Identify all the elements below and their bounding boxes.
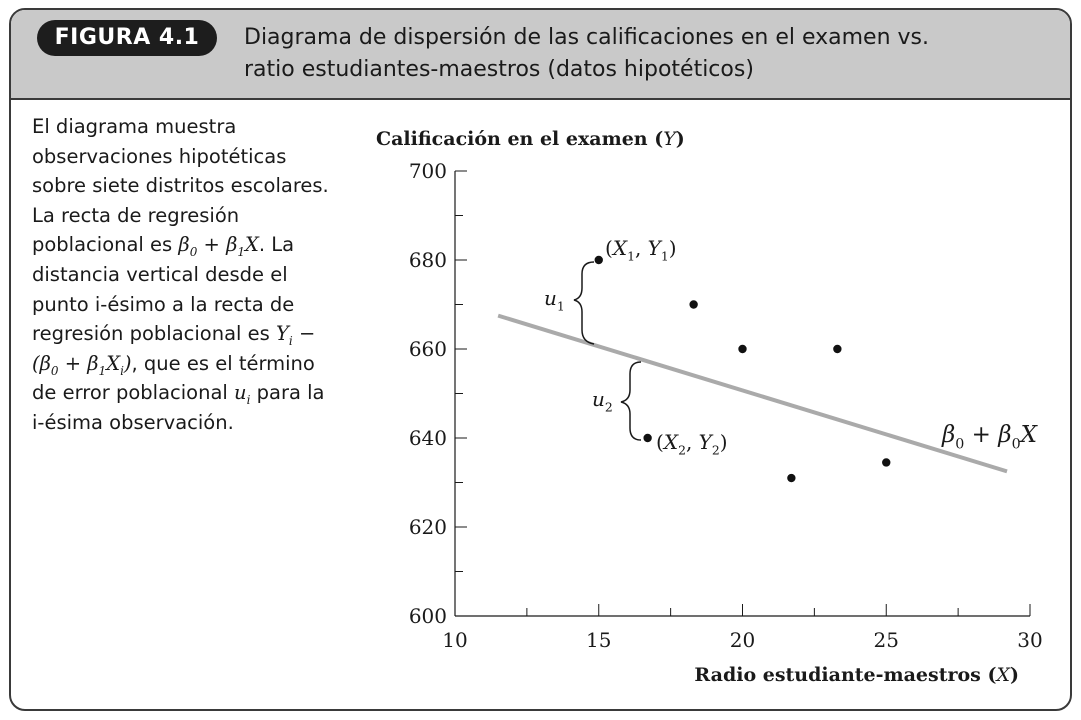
x-tick-label: 30 [1017, 628, 1042, 652]
y-tick-label: 660 [409, 337, 447, 361]
point1-label: (X1​, Y1​) [605, 236, 677, 264]
desc-math-line: β0 + β1X [178, 233, 259, 260]
y-tick-label: 600 [409, 604, 447, 628]
x-tick-label: 10 [442, 628, 467, 652]
data-point [833, 344, 842, 354]
regression-line [497, 313, 1008, 474]
desc-math-error: Yi − (β0 + β1Xi) [32, 322, 316, 378]
data-point [643, 433, 652, 443]
y-tick-label: 640 [409, 426, 447, 450]
desc-part4: para la i-ésima observación. [32, 381, 325, 434]
data-point [594, 255, 603, 265]
figure-title-line1: Diagrama de dispersión de las calificaci… [244, 25, 929, 50]
point2-label: (X2​, Y2​) [656, 430, 728, 458]
annotations: (X1​, Y1​) (X2​, Y2​) u1​ u2​ β0​ + β0​X [544, 236, 1039, 458]
x-axis-label: Radio estudiante-maestros (X) [694, 664, 1019, 686]
x-tick-label: 25 [874, 628, 899, 652]
regression-line-label: β0​ + β0​X [941, 422, 1039, 452]
desc-part3: , que es el término de error poblacional [32, 351, 315, 405]
data-point [738, 344, 747, 354]
axes: 600 620 640 660 680 700 10 15 20 25 30 [409, 159, 1043, 652]
x-tick-label: 15 [586, 628, 611, 652]
y-tick-label: 680 [409, 248, 447, 272]
x-tick-label: 20 [730, 628, 755, 652]
data-point [689, 300, 698, 309]
figure-header: FIGURA 4.1 Diagrama de dispersión de las… [11, 10, 1070, 100]
data-point [882, 458, 891, 467]
error-braces [573, 261, 642, 441]
u2-label: u2​ [592, 387, 613, 415]
figure-title-line2: ratio estudiantes-maestros (datos hipoté… [244, 57, 754, 82]
figure-description: El diagrama muestra observaciones hipoté… [32, 112, 332, 438]
figure-title: Diagrama de dispersión de las calificaci… [244, 22, 1044, 86]
y-tick-label: 620 [409, 515, 447, 539]
regression-line-path [497, 313, 1008, 474]
desc-part2: . La distancia vertical desde el punto i… [32, 233, 295, 346]
u1-label: u1​ [544, 286, 565, 314]
y-tick-label: 700 [409, 159, 447, 183]
data-point [787, 473, 796, 483]
y-axis-label: Calificación en el examen (Y) [376, 128, 685, 150]
desc-math-ui: ui [234, 381, 251, 408]
figure-label: FIGURA 4.1 [37, 20, 217, 56]
brace-u1 [573, 261, 595, 345]
data-points [594, 255, 891, 483]
desc-part1: El diagrama muestra observaciones hipoté… [32, 115, 329, 257]
brace-u2 [620, 361, 642, 441]
figure-frame: FIGURA 4.1 Diagrama de dispersión de las… [9, 8, 1072, 711]
